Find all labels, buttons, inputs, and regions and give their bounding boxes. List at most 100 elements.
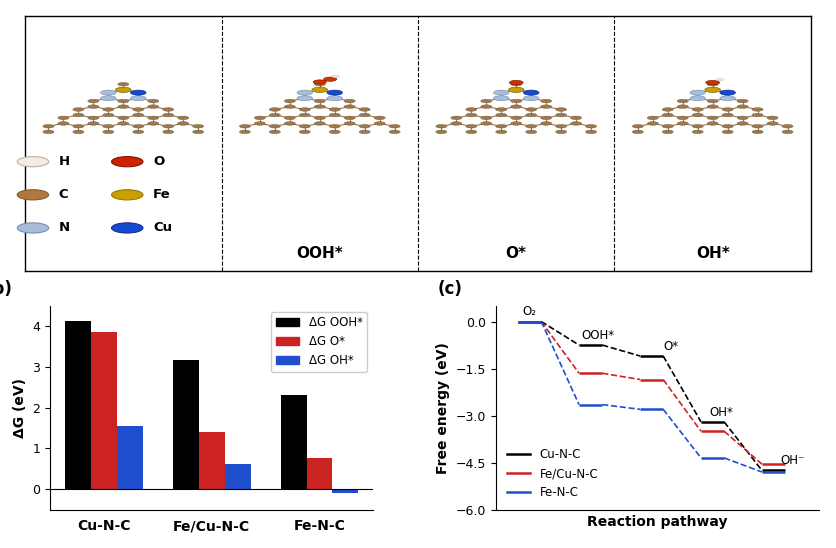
Circle shape [389, 124, 400, 128]
Circle shape [18, 223, 48, 233]
Circle shape [118, 105, 129, 109]
Circle shape [329, 130, 340, 134]
Y-axis label: Free energy (eV): Free energy (eV) [436, 342, 451, 473]
Text: O*: O* [664, 340, 679, 353]
Circle shape [148, 105, 159, 109]
Circle shape [690, 96, 706, 101]
Circle shape [344, 105, 355, 109]
Circle shape [677, 116, 688, 119]
Circle shape [692, 107, 703, 111]
Circle shape [284, 105, 295, 109]
Circle shape [585, 130, 597, 134]
Circle shape [737, 122, 748, 125]
Circle shape [511, 105, 522, 109]
Circle shape [481, 99, 492, 103]
Circle shape [327, 90, 343, 95]
Circle shape [585, 124, 597, 128]
Circle shape [73, 130, 84, 134]
Circle shape [312, 87, 328, 93]
Circle shape [118, 116, 129, 119]
Circle shape [133, 130, 144, 134]
Circle shape [451, 122, 461, 125]
Circle shape [436, 124, 447, 128]
Circle shape [58, 122, 69, 125]
Circle shape [269, 113, 280, 117]
Circle shape [327, 96, 343, 101]
Bar [199, 432, 225, 489]
Circle shape [359, 130, 370, 134]
Circle shape [707, 99, 718, 103]
Circle shape [314, 99, 325, 103]
Bar [307, 458, 333, 489]
Circle shape [496, 107, 507, 111]
Circle shape [299, 113, 310, 117]
Bar [91, 332, 117, 489]
Circle shape [782, 124, 793, 128]
Text: (a): (a) [5, 0, 32, 1]
Circle shape [375, 122, 385, 125]
Circle shape [18, 190, 48, 200]
Circle shape [284, 122, 295, 125]
Text: H: H [59, 155, 70, 168]
Circle shape [752, 124, 763, 128]
Circle shape [100, 96, 116, 101]
Circle shape [103, 124, 114, 128]
Circle shape [526, 130, 537, 134]
Circle shape [707, 105, 718, 109]
Circle shape [148, 122, 159, 125]
Circle shape [523, 90, 539, 95]
Circle shape [329, 107, 340, 111]
Circle shape [436, 130, 447, 134]
Circle shape [526, 113, 537, 117]
Circle shape [705, 87, 721, 93]
Text: (b): (b) [0, 279, 13, 298]
Circle shape [782, 130, 793, 134]
Circle shape [118, 122, 129, 125]
Circle shape [677, 105, 688, 109]
Bar [117, 426, 143, 489]
Circle shape [297, 90, 313, 95]
Circle shape [269, 107, 280, 111]
Circle shape [716, 78, 723, 81]
Circle shape [163, 130, 174, 134]
Text: (c): (c) [438, 279, 463, 298]
Circle shape [511, 116, 522, 119]
Circle shape [466, 113, 477, 117]
Circle shape [18, 157, 48, 167]
Circle shape [239, 124, 251, 128]
Circle shape [752, 130, 763, 134]
Circle shape [375, 116, 385, 119]
Circle shape [541, 116, 552, 119]
Circle shape [314, 105, 325, 109]
Circle shape [690, 90, 706, 95]
Circle shape [118, 99, 129, 103]
Circle shape [100, 90, 116, 95]
Circle shape [43, 124, 54, 128]
Legend: Cu-N-C, Fe/Cu-N-C, Fe-N-C: Cu-N-C, Fe/Cu-N-C, Fe-N-C [502, 443, 604, 504]
Circle shape [359, 107, 370, 111]
Circle shape [73, 113, 84, 117]
Circle shape [511, 99, 522, 103]
Circle shape [88, 116, 99, 119]
Circle shape [556, 130, 567, 134]
Circle shape [481, 105, 492, 109]
Circle shape [571, 122, 582, 125]
Circle shape [466, 124, 477, 128]
Circle shape [707, 82, 718, 86]
Circle shape [314, 122, 325, 125]
Circle shape [314, 80, 326, 84]
Circle shape [692, 113, 703, 117]
Circle shape [133, 124, 144, 128]
Bar [225, 464, 251, 489]
Circle shape [115, 87, 131, 93]
Text: OOH*: OOH* [297, 246, 343, 261]
Circle shape [178, 116, 189, 119]
Text: N: N [59, 221, 70, 235]
Circle shape [647, 122, 658, 125]
Circle shape [192, 124, 204, 128]
Circle shape [332, 75, 339, 78]
Y-axis label: ΔG (eV): ΔG (eV) [13, 378, 27, 438]
Circle shape [329, 124, 340, 128]
Circle shape [344, 116, 355, 119]
Circle shape [133, 113, 144, 117]
